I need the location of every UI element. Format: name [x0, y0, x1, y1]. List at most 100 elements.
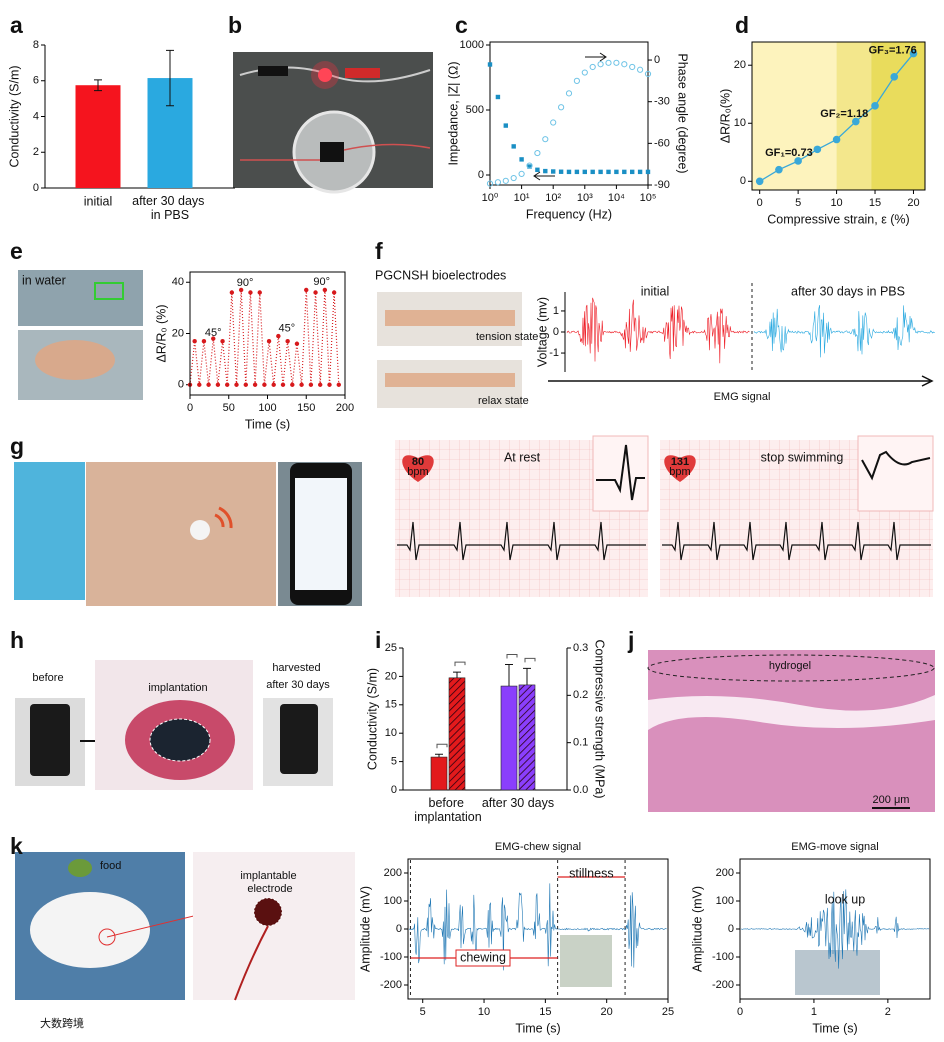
- point: [534, 149, 541, 157]
- point: [637, 66, 644, 73]
- panel-letter: j: [627, 627, 634, 653]
- label: stop swimming: [761, 450, 844, 464]
- photo-histology: [648, 650, 935, 812]
- ecg-trace: [662, 521, 931, 561]
- point: [558, 104, 565, 111]
- panel-letter: a: [10, 12, 23, 38]
- x-tick-label: 10: [478, 1006, 490, 1018]
- y-tick-label: 8: [33, 39, 39, 51]
- error-bar: [523, 667, 531, 685]
- annotation: GF₁=0.73: [765, 147, 813, 159]
- photo-electrode-site: [253, 897, 283, 927]
- x-tick-label: 200: [336, 402, 354, 414]
- point: [280, 382, 286, 387]
- point: [262, 382, 267, 387]
- signal-trace: [753, 305, 935, 358]
- point: [581, 69, 588, 76]
- x-tick-label: 10⁴: [608, 192, 625, 204]
- photo-tissue-gap: [648, 695, 935, 730]
- x-tick-label: 25: [662, 1006, 674, 1018]
- point: [331, 290, 337, 295]
- point: [308, 382, 314, 387]
- panel-letter: d: [735, 12, 749, 38]
- point: [852, 117, 860, 126]
- point: [495, 94, 501, 100]
- photo-chest: [86, 462, 276, 606]
- y-tick-label: 0: [178, 379, 184, 391]
- chart-title: EMG-chew signal: [495, 841, 581, 853]
- annotation-box: [455, 949, 511, 967]
- point: [252, 382, 258, 387]
- photo-inset-chew: [560, 935, 612, 987]
- panel-letter: i: [375, 627, 381, 653]
- x-axis-label: Compressive strain, ε (%): [767, 212, 909, 226]
- y-tick-label: 0: [553, 326, 559, 338]
- y2-tick-label: -30: [654, 96, 670, 108]
- label: hydrogel: [769, 660, 811, 672]
- point: [197, 382, 202, 387]
- point: [622, 169, 627, 175]
- photo-device: [190, 520, 210, 540]
- point: [238, 287, 244, 293]
- x-tick-label: 10²: [545, 192, 561, 204]
- point: [225, 382, 230, 387]
- label: harvested after 30 days: [266, 662, 330, 691]
- photo-wire: [234, 925, 269, 1001]
- signal-trace: [566, 297, 750, 364]
- y-tick-label: 20: [385, 670, 397, 682]
- y-tick-label: 2: [33, 146, 39, 158]
- x-axis-label: Time (s): [515, 1021, 560, 1035]
- y-tick-label: 1000: [460, 39, 484, 51]
- point: [518, 170, 525, 177]
- point: [590, 169, 595, 175]
- y-tick-label: -200: [712, 979, 734, 991]
- region: [871, 42, 925, 190]
- point: [285, 338, 290, 344]
- ecg-inset-beat: [596, 444, 645, 501]
- x-tick-label: 15: [869, 197, 881, 209]
- axis-frame: [751, 41, 926, 191]
- y-axis-label: ΔR/R₀ (%): [154, 305, 168, 363]
- panel-letter: b: [228, 12, 242, 38]
- x-tick-label: 5: [420, 1006, 426, 1018]
- y-axis-label: ΔR/R₀(%): [718, 89, 732, 144]
- x-tick-label: 150: [297, 402, 315, 414]
- significance-bracket: [436, 743, 448, 749]
- point: [271, 382, 276, 387]
- point: [486, 180, 494, 187]
- ecg-inset-beat: [861, 450, 931, 481]
- x-tick-label: 2: [885, 1006, 891, 1018]
- x-tick-label: 0: [737, 1006, 743, 1018]
- annotation: 45°: [205, 327, 222, 339]
- photo-food: [68, 859, 92, 877]
- point: [755, 177, 764, 186]
- y-axis-label: Voltage (mv): [535, 297, 549, 367]
- y-tick-label: 15: [385, 699, 397, 711]
- x-tick-label: 10⁰: [482, 192, 499, 204]
- bar: [500, 685, 518, 791]
- photo-fist: [35, 340, 115, 380]
- axis-frame: [189, 271, 346, 396]
- label: bpm: [407, 466, 428, 478]
- significance-bracket: [506, 653, 518, 659]
- y2-tick-label: 0.0: [573, 784, 588, 796]
- y-tick-label: 100: [716, 895, 734, 907]
- point: [206, 382, 211, 387]
- point: [542, 136, 549, 143]
- y-tick-label: 100: [384, 895, 402, 907]
- photo-electrode: [193, 852, 355, 1000]
- y-tick-label: 0: [33, 182, 39, 194]
- y-tick-label: -1: [549, 347, 559, 359]
- point: [597, 61, 604, 68]
- phone-screen: [295, 478, 347, 590]
- y-tick-label: 20: [734, 59, 746, 71]
- annotation: stillness: [569, 866, 613, 880]
- y-tick-label: 0: [396, 923, 402, 935]
- point: [266, 338, 272, 344]
- x-axis-label: Time (s): [245, 417, 290, 431]
- y2-tick-label: 0.2: [573, 689, 588, 701]
- x-tick-label: 1: [811, 1006, 817, 1018]
- x-tick-label: 20: [601, 1006, 613, 1018]
- point: [257, 290, 262, 295]
